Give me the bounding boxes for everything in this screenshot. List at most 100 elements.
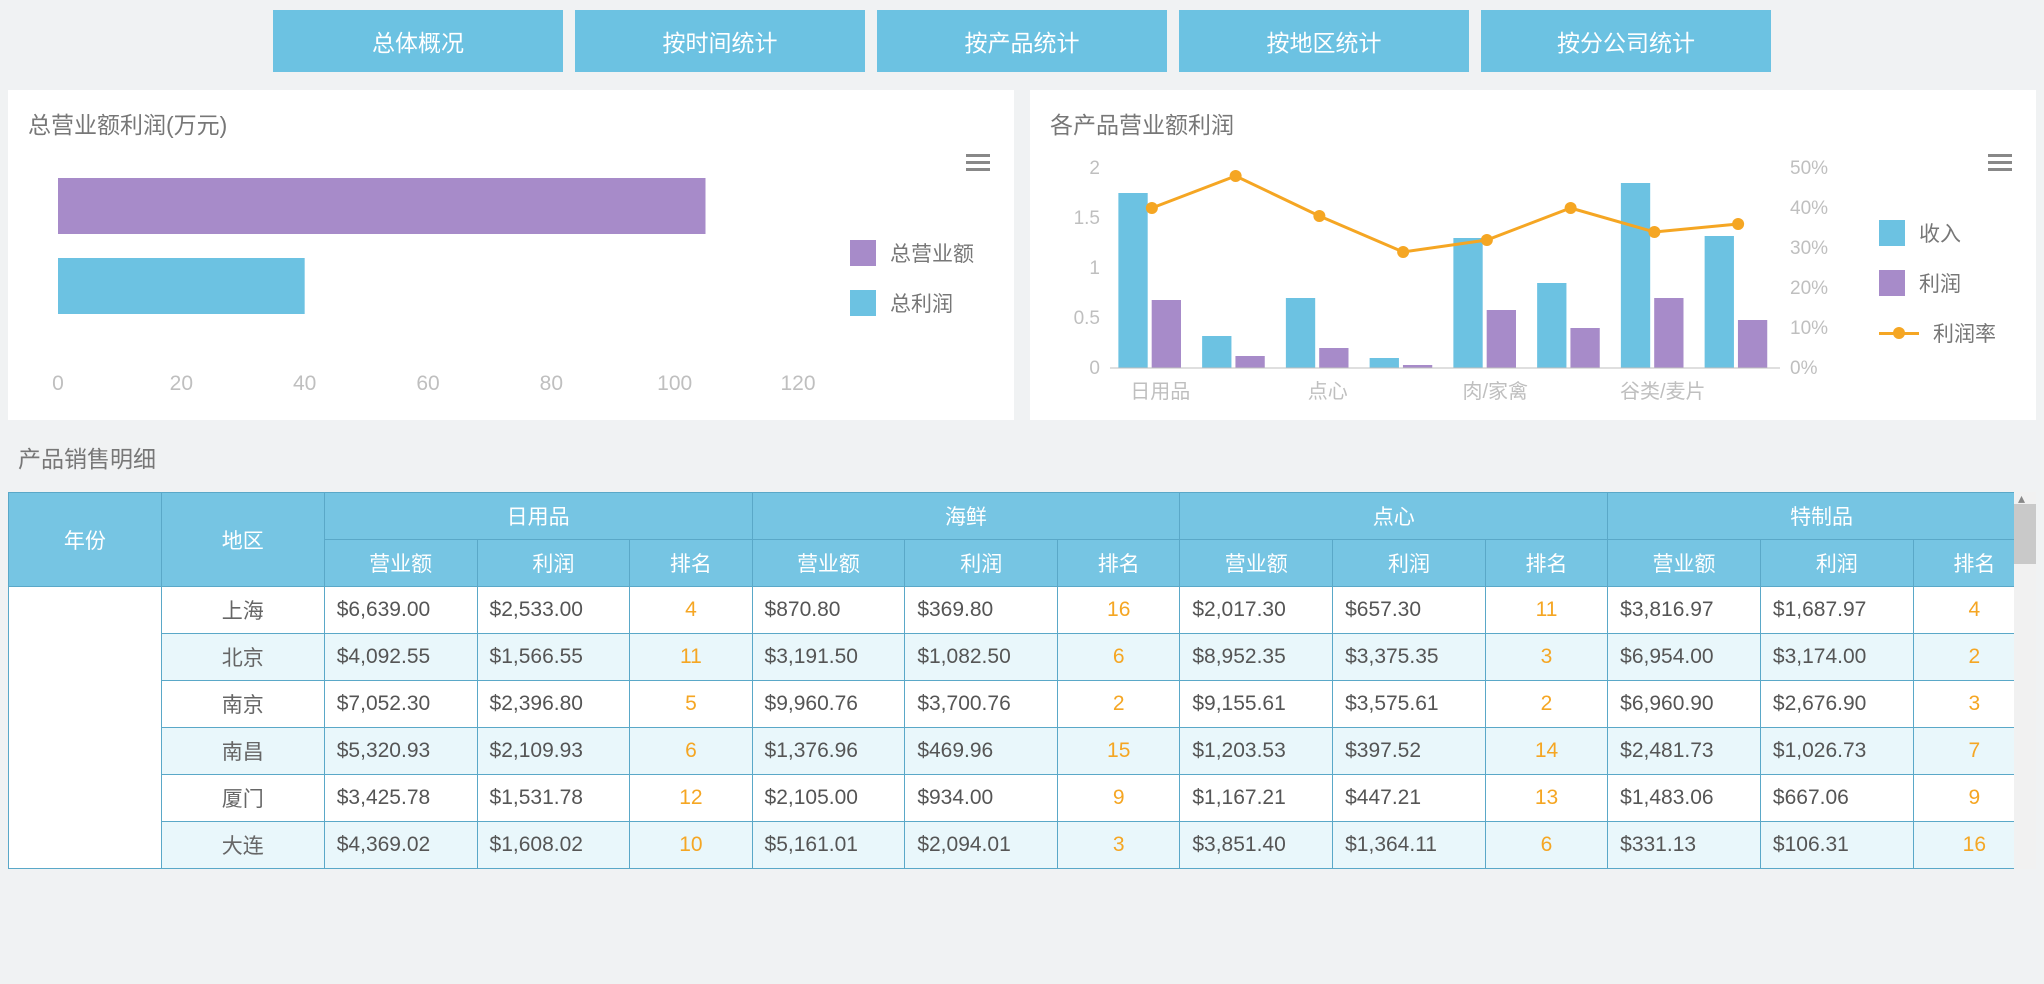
legend-item[interactable]: 收入: [1879, 218, 1996, 248]
y-tick-left: 1: [1089, 258, 1100, 279]
bar-income: [1118, 193, 1147, 368]
hbar-chart: 020406080100120: [28, 158, 830, 398]
th-group: 特制品: [1608, 493, 2036, 540]
menu-icon[interactable]: [1988, 150, 2012, 175]
th-group: 海鲜: [752, 493, 1180, 540]
y-tick-right: 10%: [1790, 318, 1828, 339]
th-year: 年份: [9, 493, 162, 587]
td-profit: $397.52: [1333, 728, 1486, 775]
td-region: 南昌: [161, 728, 324, 775]
scrollbar[interactable]: ▴: [2014, 492, 2036, 869]
td-region: 大连: [161, 822, 324, 869]
th-sub: 利润: [1333, 540, 1486, 587]
bar: [58, 178, 706, 234]
y-tick-left: 0: [1089, 358, 1100, 379]
x-cat: 点心: [1308, 380, 1348, 403]
legend-label: 利润: [1919, 268, 1961, 298]
combo-chart: 00.511.520%10%20%30%40%50%日用品点心肉/家禽谷类/麦片: [1050, 158, 1859, 408]
td-profit: $2,094.01: [905, 822, 1058, 869]
td-rev: $3,191.50: [752, 634, 905, 681]
bar-profit: [1319, 348, 1348, 368]
x-tick: 120: [780, 372, 815, 395]
td-rank: 3: [1485, 634, 1607, 681]
td-profit: $1,364.11: [1333, 822, 1486, 869]
rate-point: [1230, 170, 1242, 182]
td-profit: $3,375.35: [1333, 634, 1486, 681]
td-rev: $331.13: [1608, 822, 1761, 869]
td-rev: $5,320.93: [324, 728, 477, 775]
menu-icon[interactable]: [966, 150, 990, 175]
table-wrap: 年份地区日用品海鲜点心特制品营业额利润排名营业额利润排名营业额利润排名营业额利润…: [8, 492, 2036, 869]
td-profit: $3,174.00: [1760, 634, 1913, 681]
tab-0[interactable]: 总体概况: [273, 10, 563, 72]
x-tick: 100: [657, 372, 692, 395]
td-rev: $9,960.76: [752, 681, 905, 728]
th-group: 日用品: [324, 493, 752, 540]
top-nav: 总体概况按时间统计按产品统计按地区统计按分公司统计: [0, 0, 2044, 82]
td-rev: $6,960.90: [1608, 681, 1761, 728]
table-section: 产品销售明细 年份地区日用品海鲜点心特制品营业额利润排名营业额利润排名营业额利润…: [0, 420, 2044, 869]
legend-item[interactable]: 总利润: [850, 288, 974, 318]
bar-income: [1537, 283, 1566, 368]
scroll-thumb[interactable]: [2014, 504, 2036, 564]
legend-item[interactable]: 利润率: [1879, 318, 1996, 348]
legend: 总营业额总利润: [830, 158, 994, 398]
tab-4[interactable]: 按分公司统计: [1481, 10, 1771, 72]
table-row[interactable]: 上海$6,639.00$2,533.004$870.80$369.8016$2,…: [9, 587, 2036, 634]
legend-label: 收入: [1919, 218, 1961, 248]
td-year: [9, 587, 162, 869]
bar: [58, 258, 305, 314]
td-profit: $2,109.93: [477, 728, 630, 775]
td-rank: 11: [630, 634, 752, 681]
y-tick-left: 1.5: [1074, 208, 1100, 229]
td-rev: $2,481.73: [1608, 728, 1761, 775]
bar-profit: [1152, 300, 1181, 368]
bar-profit: [1235, 356, 1264, 368]
table-row[interactable]: 大连$4,369.02$1,608.0210$5,161.01$2,094.01…: [9, 822, 2036, 869]
legend-swatch: [1879, 220, 1905, 246]
td-profit: $2,676.90: [1760, 681, 1913, 728]
th-group: 点心: [1180, 493, 1608, 540]
td-rank: 6: [1058, 634, 1180, 681]
legend-label: 利润率: [1933, 318, 1996, 348]
x-cat: 日用品: [1130, 381, 1190, 403]
tab-3[interactable]: 按地区统计: [1179, 10, 1469, 72]
rate-point: [1397, 246, 1409, 258]
th-sub: 利润: [477, 540, 630, 587]
td-rank: 14: [1485, 728, 1607, 775]
legend-label: 总营业额: [890, 238, 974, 268]
td-rank: 4: [630, 587, 752, 634]
bar-income: [1705, 236, 1734, 368]
legend-label: 总利润: [890, 288, 953, 318]
legend-item[interactable]: 总营业额: [850, 238, 974, 268]
td-profit: $2,396.80: [477, 681, 630, 728]
th-sub: 利润: [905, 540, 1058, 587]
td-rank: 6: [630, 728, 752, 775]
tab-2[interactable]: 按产品统计: [877, 10, 1167, 72]
td-rank: 2: [1058, 681, 1180, 728]
table-title: 产品销售明细: [8, 440, 2036, 474]
table-row[interactable]: 南昌$5,320.93$2,109.936$1,376.96$469.9615$…: [9, 728, 2036, 775]
td-profit: $369.80: [905, 587, 1058, 634]
td-rank: 16: [1058, 587, 1180, 634]
td-rank: 2: [1485, 681, 1607, 728]
x-tick: 80: [540, 372, 563, 395]
td-profit: $3,575.61: [1333, 681, 1486, 728]
legend: 收入利润利润率: [1859, 158, 2016, 408]
td-profit: $469.96: [905, 728, 1058, 775]
panel-products: 各产品营业额利润 00.511.520%10%20%30%40%50%日用品点心…: [1030, 90, 2036, 420]
td-profit: $1,082.50: [905, 634, 1058, 681]
tab-1[interactable]: 按时间统计: [575, 10, 865, 72]
table-row[interactable]: 厦门$3,425.78$1,531.7812$2,105.00$934.009$…: [9, 775, 2036, 822]
table-row[interactable]: 北京$4,092.55$1,566.5511$3,191.50$1,082.50…: [9, 634, 2036, 681]
table-row[interactable]: 南京$7,052.30$2,396.805$9,960.76$3,700.762…: [9, 681, 2036, 728]
td-region: 厦门: [161, 775, 324, 822]
x-cat: 肉/家禽: [1462, 380, 1528, 403]
td-rev: $3,425.78: [324, 775, 477, 822]
legend-swatch: [1879, 270, 1905, 296]
legend-item[interactable]: 利润: [1879, 268, 1996, 298]
td-rev: $2,105.00: [752, 775, 905, 822]
td-profit: $1,566.55: [477, 634, 630, 681]
panel-title: 总营业额利润(万元): [28, 106, 994, 140]
td-rev: $1,167.21: [1180, 775, 1333, 822]
